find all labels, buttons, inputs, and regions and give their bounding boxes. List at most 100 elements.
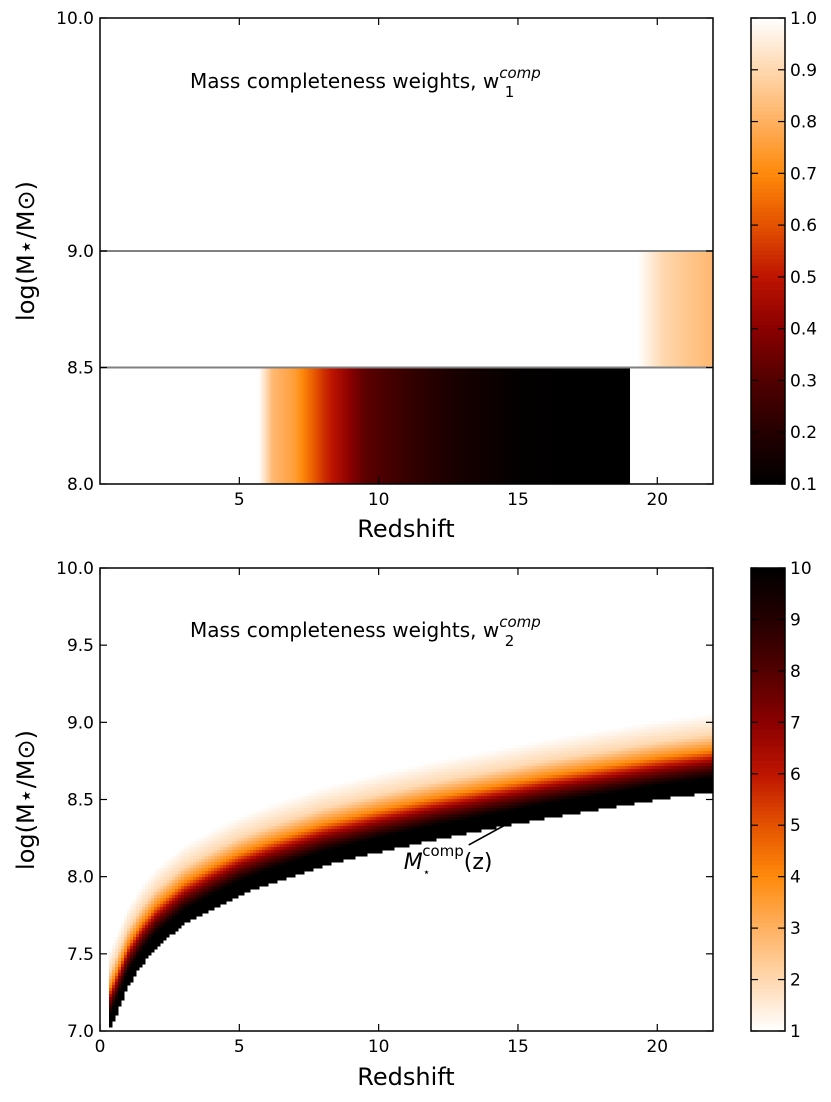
- bottom-heatmap-cell: [514, 748, 518, 752]
- bottom-heatmap-cell: [469, 781, 473, 785]
- bottom-heatmap-cell: [154, 919, 158, 923]
- bottom-heatmap-cell: [433, 763, 437, 767]
- top-colorbar-swatch: [751, 153, 785, 159]
- bottom-heatmap-cell: [238, 886, 242, 890]
- bottom-heatmap-cell: [517, 757, 521, 761]
- bottom-heatmap-cell: [613, 799, 617, 803]
- bottom-heatmap-cell: [418, 781, 422, 785]
- bottom-heatmap-cell: [346, 784, 350, 788]
- bottom-heatmap-cell: [466, 754, 470, 758]
- bottom-heatmap-cell: [238, 892, 242, 896]
- bottom-heatmap-cell: [127, 943, 131, 947]
- bottom-heatmap-cell: [280, 871, 284, 875]
- bottom-heatmap-cell: [439, 835, 443, 839]
- bottom-heatmap-cell: [199, 898, 203, 902]
- bottom-heatmap-cell: [145, 925, 149, 929]
- bottom-heatmap-cell: [532, 769, 536, 773]
- bottom-heatmap-cell: [526, 775, 530, 779]
- bottom-heatmap-cell: [157, 928, 161, 932]
- bottom-heatmap-cell: [538, 772, 542, 776]
- bottom-heatmap-cell: [109, 1003, 113, 1007]
- bottom-heatmap-cell: [298, 841, 302, 845]
- bottom-heatmap-cell: [295, 838, 299, 842]
- top-colorbar-swatch: [751, 379, 785, 384]
- top-title-sup: comp: [499, 64, 541, 82]
- bottom-heatmap-cell: [148, 916, 152, 920]
- bottom-heatmap-cell: [196, 913, 200, 917]
- bottom-heatmap-cell: [346, 796, 350, 800]
- bottom-heatmap-cell: [334, 844, 338, 848]
- bottom-heatmap-cell: [547, 760, 551, 764]
- bottom-heatmap-cell: [583, 802, 587, 806]
- bottom-heatmap-cell: [361, 832, 365, 836]
- bottom-heatmap-cell: [565, 781, 569, 785]
- top-colorbar-swatch: [751, 146, 785, 151]
- bottom-heatmap-cell: [562, 757, 566, 761]
- bottom-heatmap-cell: [472, 778, 476, 782]
- bottom-heatmap-cell: [262, 871, 266, 875]
- bottom-heatmap-cell: [262, 817, 266, 821]
- bottom-heatmap-cell: [460, 793, 464, 797]
- bottom-heatmap-cell: [337, 823, 341, 827]
- bottom-heatmap-cell: [385, 802, 389, 806]
- bottom-heatmap-cell: [460, 757, 464, 761]
- bottom-heatmap-cell: [466, 790, 470, 794]
- bottom-heatmap-cell: [421, 778, 425, 782]
- top-colorbar-swatch: [751, 118, 785, 124]
- bottom-heatmap-cell: [544, 784, 548, 788]
- bottom-heatmap-cell: [166, 928, 170, 932]
- bottom-heatmap-cell: [574, 757, 578, 761]
- bottom-heatmap-cell: [553, 766, 557, 770]
- top-band-0-cell: [351, 367, 355, 484]
- bottom-heatmap-cell: [358, 799, 362, 803]
- bottom-heatmap-cell: [478, 823, 482, 827]
- bottom-heatmap-cell: [229, 835, 233, 839]
- bottom-heatmap-cell: [511, 778, 515, 782]
- bottom-heatmap-cell: [382, 784, 386, 788]
- bottom-heatmap-cell: [292, 868, 296, 872]
- bottom-heatmap-cell: [418, 820, 422, 824]
- bottom-heatmap-cell: [484, 796, 488, 800]
- top-band-0-cell: [551, 367, 554, 484]
- bottom-heatmap-cell: [193, 880, 197, 884]
- bottom-heatmap-cell: [337, 793, 341, 797]
- bottom-heatmap-cell: [559, 760, 563, 764]
- bottom-heatmap-cell: [379, 829, 383, 833]
- bottom-heatmap-cell: [505, 790, 509, 794]
- bottom-heatmap-cell: [433, 766, 437, 770]
- bottom-heatmap-cell: [250, 817, 254, 821]
- top-colorbar-swatch: [751, 437, 785, 442]
- bottom-heatmap-cell: [349, 835, 353, 839]
- bottom-heatmap-cell: [418, 793, 422, 797]
- bottom-heatmap-cell: [484, 778, 488, 782]
- bottom-heatmap-cell: [259, 844, 263, 848]
- bottom-heatmap-cell: [211, 898, 215, 902]
- bottom-heatmap-cell: [337, 853, 341, 857]
- bottom-heatmap-cell: [127, 910, 131, 914]
- bottom-heatmap-cell: [553, 760, 557, 764]
- bottom-heatmap-cell: [475, 802, 479, 806]
- bottom-heatmap-cell: [451, 805, 455, 809]
- bottom-heatmap-cell: [226, 823, 230, 827]
- bottom-heatmap-cell: [547, 784, 551, 788]
- bottom-heatmap-cell: [130, 907, 134, 911]
- bottom-heatmap-cell: [172, 922, 176, 926]
- bottom-heatmap-cell: [424, 769, 428, 773]
- bottom-heatmap-cell: [244, 823, 248, 827]
- bottom-heatmap-cell: [397, 832, 401, 836]
- bottom-heatmap-cell: [424, 814, 428, 818]
- bottom-heatmap-cell: [373, 778, 377, 782]
- bottom-heatmap-cell: [289, 844, 293, 848]
- bottom-heatmap-cell: [475, 823, 479, 827]
- bottom-heatmap-cell: [487, 817, 491, 821]
- bottom-heatmap-cell: [364, 835, 368, 839]
- bottom-heatmap-cell: [367, 823, 371, 827]
- bottom-heatmap-cell: [580, 778, 584, 782]
- bottom-heatmap-cell: [286, 805, 290, 809]
- bottom-heatmap-cell: [316, 838, 320, 842]
- bottom-heatmap-cell: [223, 841, 227, 845]
- top-band-0-cell: [464, 367, 468, 484]
- top-colorbar-swatch: [751, 340, 785, 345]
- bottom-heatmap-cell: [541, 763, 545, 767]
- bottom-heatmap-cell: [376, 802, 380, 806]
